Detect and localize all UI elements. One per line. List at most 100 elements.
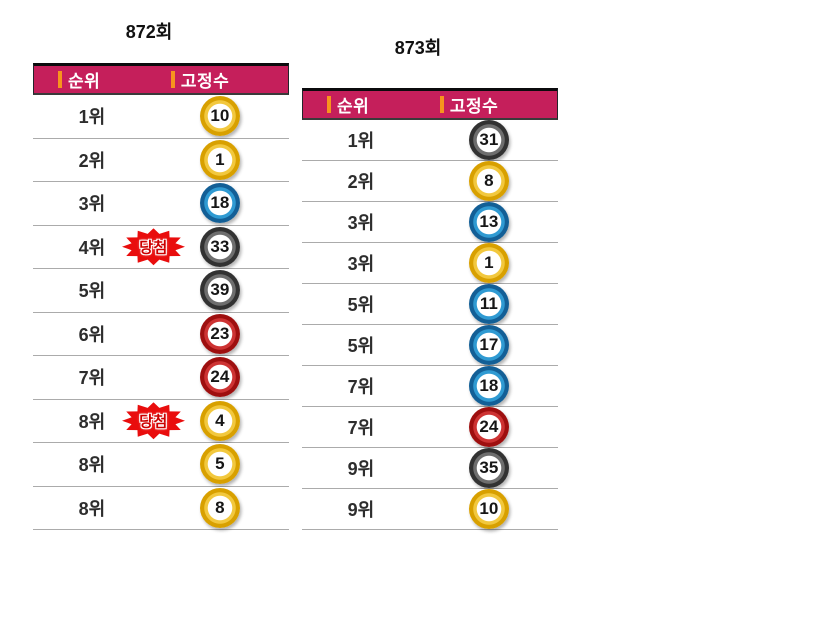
table-title-872: 872회 <box>125 22 173 42</box>
lotto-ball-blue: 17 <box>468 325 509 365</box>
table-row: 8위 4 당첨 <box>33 399 289 443</box>
table-row: 1위 31 <box>302 120 558 161</box>
header-fixed-number-column: 고정수 <box>151 66 288 93</box>
rank-label: 9위 <box>347 459 375 479</box>
ball-number: 5 <box>215 454 225 474</box>
header-fixed-number-label: 고정수 <box>180 72 230 91</box>
rank-label: 8위 <box>78 411 106 432</box>
table-row: 4위 33 당첨 <box>33 225 289 269</box>
table-row: 2위 1 <box>33 138 289 182</box>
lotto-ball-yellow: 4 <box>199 400 240 441</box>
rank-label: 5위 <box>347 295 375 315</box>
lotto-ball-yellow: 8 <box>199 487 240 528</box>
table-header-873: 순위 고정수 <box>302 88 558 120</box>
ball-number: 33 <box>210 236 230 256</box>
header-rank-label: 순위 <box>68 72 101 91</box>
lotto-ball-blue: 13 <box>468 202 509 242</box>
lotto-ball-yellow: 10 <box>468 489 509 529</box>
accent-bar-icon <box>439 96 444 113</box>
table-row: 5위 11 <box>302 284 558 325</box>
table-row: 8위 5 <box>33 443 289 487</box>
rank-label: 7위 <box>78 368 106 389</box>
lotto-ball-gray: 35 <box>468 448 509 488</box>
ball-number: 31 <box>479 130 499 149</box>
header-rank-column: 순위 <box>303 91 420 118</box>
rank-label: 5위 <box>78 281 106 302</box>
rank-label: 9위 <box>347 500 375 520</box>
rank-label: 1위 <box>78 107 106 128</box>
rank-label: 2위 <box>78 150 106 171</box>
rank-label: 8위 <box>78 498 106 519</box>
lotto-ball-red: 24 <box>468 407 509 447</box>
table-row: 7위 24 <box>33 356 289 400</box>
header-fixed-number-column: 고정수 <box>420 91 557 118</box>
rank-label: 6위 <box>78 324 106 345</box>
ball-number: 13 <box>479 212 499 231</box>
fixed-number-cell: 13 <box>420 202 558 242</box>
table-row: 9위 10 <box>302 489 558 530</box>
table-row: 7위 24 <box>302 407 558 448</box>
table-body-873: 1위 31 2위 8 3위 13 3위 1 5위 11 5위 17 7위 18 7위 24 9위 35 9위 10 <box>302 120 558 530</box>
fixed-number-cell: 18 <box>151 183 289 224</box>
fixed-number-cell: 1 <box>151 139 289 180</box>
ball-number: 1 <box>215 149 225 169</box>
fixed-number-cell: 8 <box>420 161 558 201</box>
accent-bar-icon <box>58 71 62 88</box>
win-badge-label: 당첨 <box>139 239 168 257</box>
table-row: 3위 13 <box>302 202 558 243</box>
fixed-number-cell: 1 <box>420 243 558 283</box>
table-row: 3위 18 <box>33 182 289 226</box>
table-row: 9위 35 <box>302 448 558 489</box>
ball-number: 24 <box>479 417 499 436</box>
ball-number: 18 <box>479 376 499 395</box>
header-rank-label: 순위 <box>337 97 370 116</box>
lotto-ball-yellow: 5 <box>199 444 240 485</box>
ball-number: 18 <box>210 193 230 213</box>
rank-label: 7위 <box>347 377 375 397</box>
fixed-number-cell: 8 <box>151 487 289 528</box>
ball-number: 39 <box>210 280 230 300</box>
fixed-number-cell: 35 <box>420 448 558 488</box>
table-body-872: 1위 10 2위 1 3위 18 4위 33 당첨 5위 39 6위 23 7위 24 8위 4 당첨 8위 5 8위 8 <box>33 95 289 530</box>
fixed-number-cell: 23 <box>151 313 289 354</box>
table-873-panel: 873회 순위 고정수 1위 31 2위 8 3위 13 3위 1 5위 11 5위 17 7위 18 7위… <box>302 36 558 530</box>
fixed-number-cell: 31 <box>420 120 558 160</box>
lotto-ball-yellow: 10 <box>199 96 240 137</box>
rank-label: 8위 <box>78 455 106 476</box>
ball-number: 35 <box>479 458 499 477</box>
win-badge-label: 당첨 <box>139 413 168 431</box>
ball-number: 10 <box>479 499 499 518</box>
table-row: 6위 23 <box>33 312 289 356</box>
lotto-ball-red: 23 <box>199 313 240 354</box>
fixed-number-cell: 17 <box>420 325 558 365</box>
lotto-ball-gray: 31 <box>468 120 509 160</box>
ball-number: 4 <box>215 410 225 430</box>
fixed-number-cell: 39 <box>151 270 289 311</box>
rank-label: 3위 <box>347 254 375 274</box>
rank-label: 7위 <box>347 418 375 438</box>
table-row: 8위 8 <box>33 486 289 530</box>
table-row: 3위 1 <box>302 243 558 284</box>
rank-label: 3위 <box>347 213 375 233</box>
rank-label: 2위 <box>347 172 375 192</box>
fixed-number-cell: 11 <box>420 284 558 324</box>
lotto-ball-yellow: 1 <box>199 139 240 180</box>
fixed-number-cell: 10 <box>420 489 558 529</box>
table-row: 2위 8 <box>302 161 558 202</box>
fixed-number-cell: 18 <box>420 366 558 406</box>
rank-label: 3위 <box>78 194 106 215</box>
table-row: 5위 17 <box>302 325 558 366</box>
ball-number: 24 <box>210 367 230 387</box>
ball-number: 8 <box>484 171 494 190</box>
fixed-number-cell: 10 <box>151 96 289 137</box>
fixed-number-cell: 24 <box>151 357 289 398</box>
table-872-panel: 872회 순위 고정수 1위 10 2위 1 3위 18 4위 33 당첨 5위 39 6위 23 7위 2… <box>33 20 289 530</box>
ball-number: 1 <box>484 253 494 272</box>
lotto-ball-blue: 18 <box>468 366 509 406</box>
lotto-ball-yellow: 1 <box>468 243 509 283</box>
lotto-ball-blue: 11 <box>468 284 509 324</box>
ball-number: 17 <box>479 335 499 354</box>
fixed-number-cell: 5 <box>151 444 289 485</box>
lotto-ball-yellow: 8 <box>468 161 509 201</box>
fixed-number-cell: 33 <box>151 226 289 267</box>
